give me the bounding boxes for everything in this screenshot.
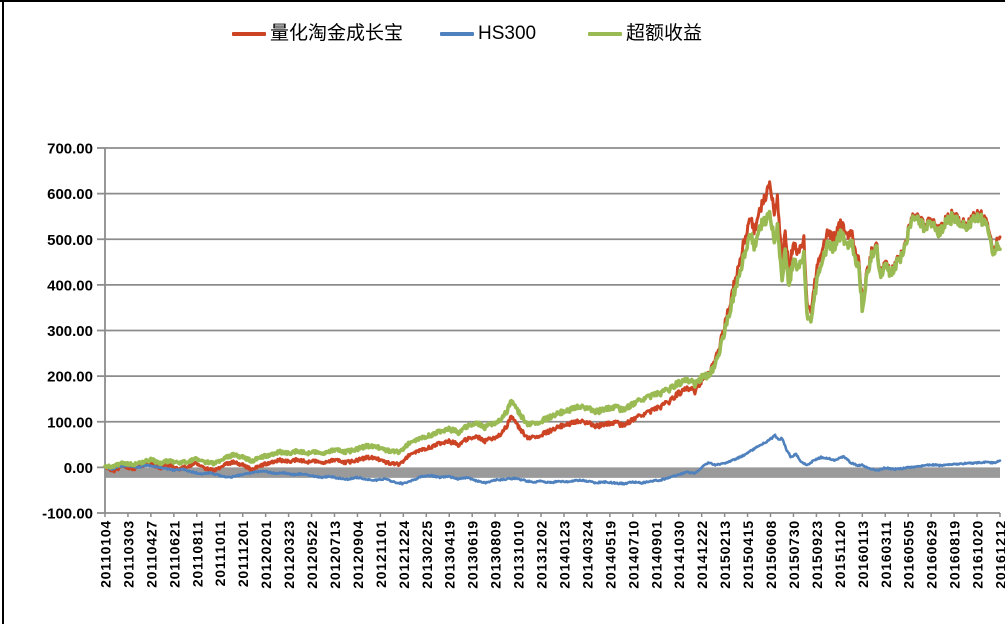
x-axis-label: 20131010 [511,520,527,589]
x-axis-label: 20120904 [350,520,366,589]
legend-label-fund: 量化淘金成长宝 [270,23,404,44]
x-axis-label: 20120713 [327,520,343,589]
x-axis-label: 20141222 [694,520,710,589]
chart-legend: 量化淘金成长宝 HS300 超额收益 [0,20,1005,48]
legend-label-excess: 超额收益 [626,23,703,44]
x-axis-label: 20111011 [212,520,228,586]
legend-label-hs300: HS300 [478,23,537,44]
x-axis-label: 20110104 [98,520,114,588]
page-border-top [0,0,1005,2]
x-axis-label: 20160505 [901,520,917,589]
x-axis-label: 20110621 [166,520,182,588]
y-axis-label: 600.00 [47,186,93,203]
series-line-excess [103,209,1002,470]
x-axis-label: 20151120 [832,520,848,588]
x-axis-label: 20150730 [786,520,802,589]
y-axis-label: 500.00 [47,232,93,249]
x-axis-label: 20130225 [419,520,435,589]
x-axis-label: 20160819 [947,520,963,589]
x-axis-label: 20110427 [143,520,159,588]
x-axis-label: 20150608 [763,520,779,589]
zero-axis-band [105,467,1000,478]
y-axis-label: -100.00 [42,506,93,523]
y-axis-label: 700.00 [47,141,93,158]
page-border-left [2,0,4,624]
x-axis-label: 20130809 [488,520,504,589]
x-axis-label: 20121224 [396,520,412,589]
x-axis-label: 20161212 [993,520,1005,589]
y-axis-labels: 700.00 600.00 500.00 400.00 300.00 200.00 100.… [42,141,93,523]
y-axis-label: 100.00 [47,414,93,431]
x-axis-label: 20160311 [878,520,894,588]
legend-item-excess-return: 超额收益 [588,20,702,48]
x-axis-labels: 20110104 20110303 20110427 20110621 20110811… [98,520,1005,589]
x-axis-label: 20120201 [258,520,274,589]
legend-item-fund: 量化淘金成长宝 [232,20,403,48]
x-axis-label: 20140123 [556,520,572,589]
axes [97,147,1001,517]
legend-line-fund-icon [232,32,266,36]
x-axis-label: 20150415 [740,520,756,589]
x-axis-label: 20150923 [809,520,825,589]
x-axis-label: 20161020 [970,520,986,589]
series-line-hs300 [103,433,1002,486]
x-axis-label: 20110303 [120,520,136,588]
y-axis-label: 300.00 [47,323,93,340]
legend-line-hs300-icon [440,32,474,36]
series-line-fund [103,180,1002,474]
legend-item-hs300: HS300 [440,20,536,48]
x-axis-label: 20140710 [625,520,641,589]
x-axis-label: 20120522 [304,520,320,589]
y-axis-label: 200.00 [47,369,93,386]
gridlines [105,147,1000,423]
x-axis-label: 20140324 [579,520,595,589]
x-axis-label: 20110811 [189,520,205,587]
x-axis-label: 20140519 [602,520,618,589]
x-axis-label: 20160113 [855,520,871,588]
x-axis-label: 20131202 [534,520,550,589]
y-axis-label: 400.00 [47,277,93,294]
x-axis-label: 20120323 [281,520,297,589]
x-axis-label: 20150213 [717,520,733,589]
x-axis-label: 20141030 [671,520,687,589]
x-axis-label: 20160629 [924,520,940,589]
x-axis-label: 20111201 [235,520,251,587]
x-axis-label: 20121101 [373,520,389,588]
x-axis-label: 20140901 [648,520,664,589]
x-axis-label: 20130419 [442,520,458,589]
legend-line-excess-icon [588,32,622,36]
x-axis-label: 20130619 [465,520,481,589]
y-axis-label: 0.00 [64,460,93,477]
